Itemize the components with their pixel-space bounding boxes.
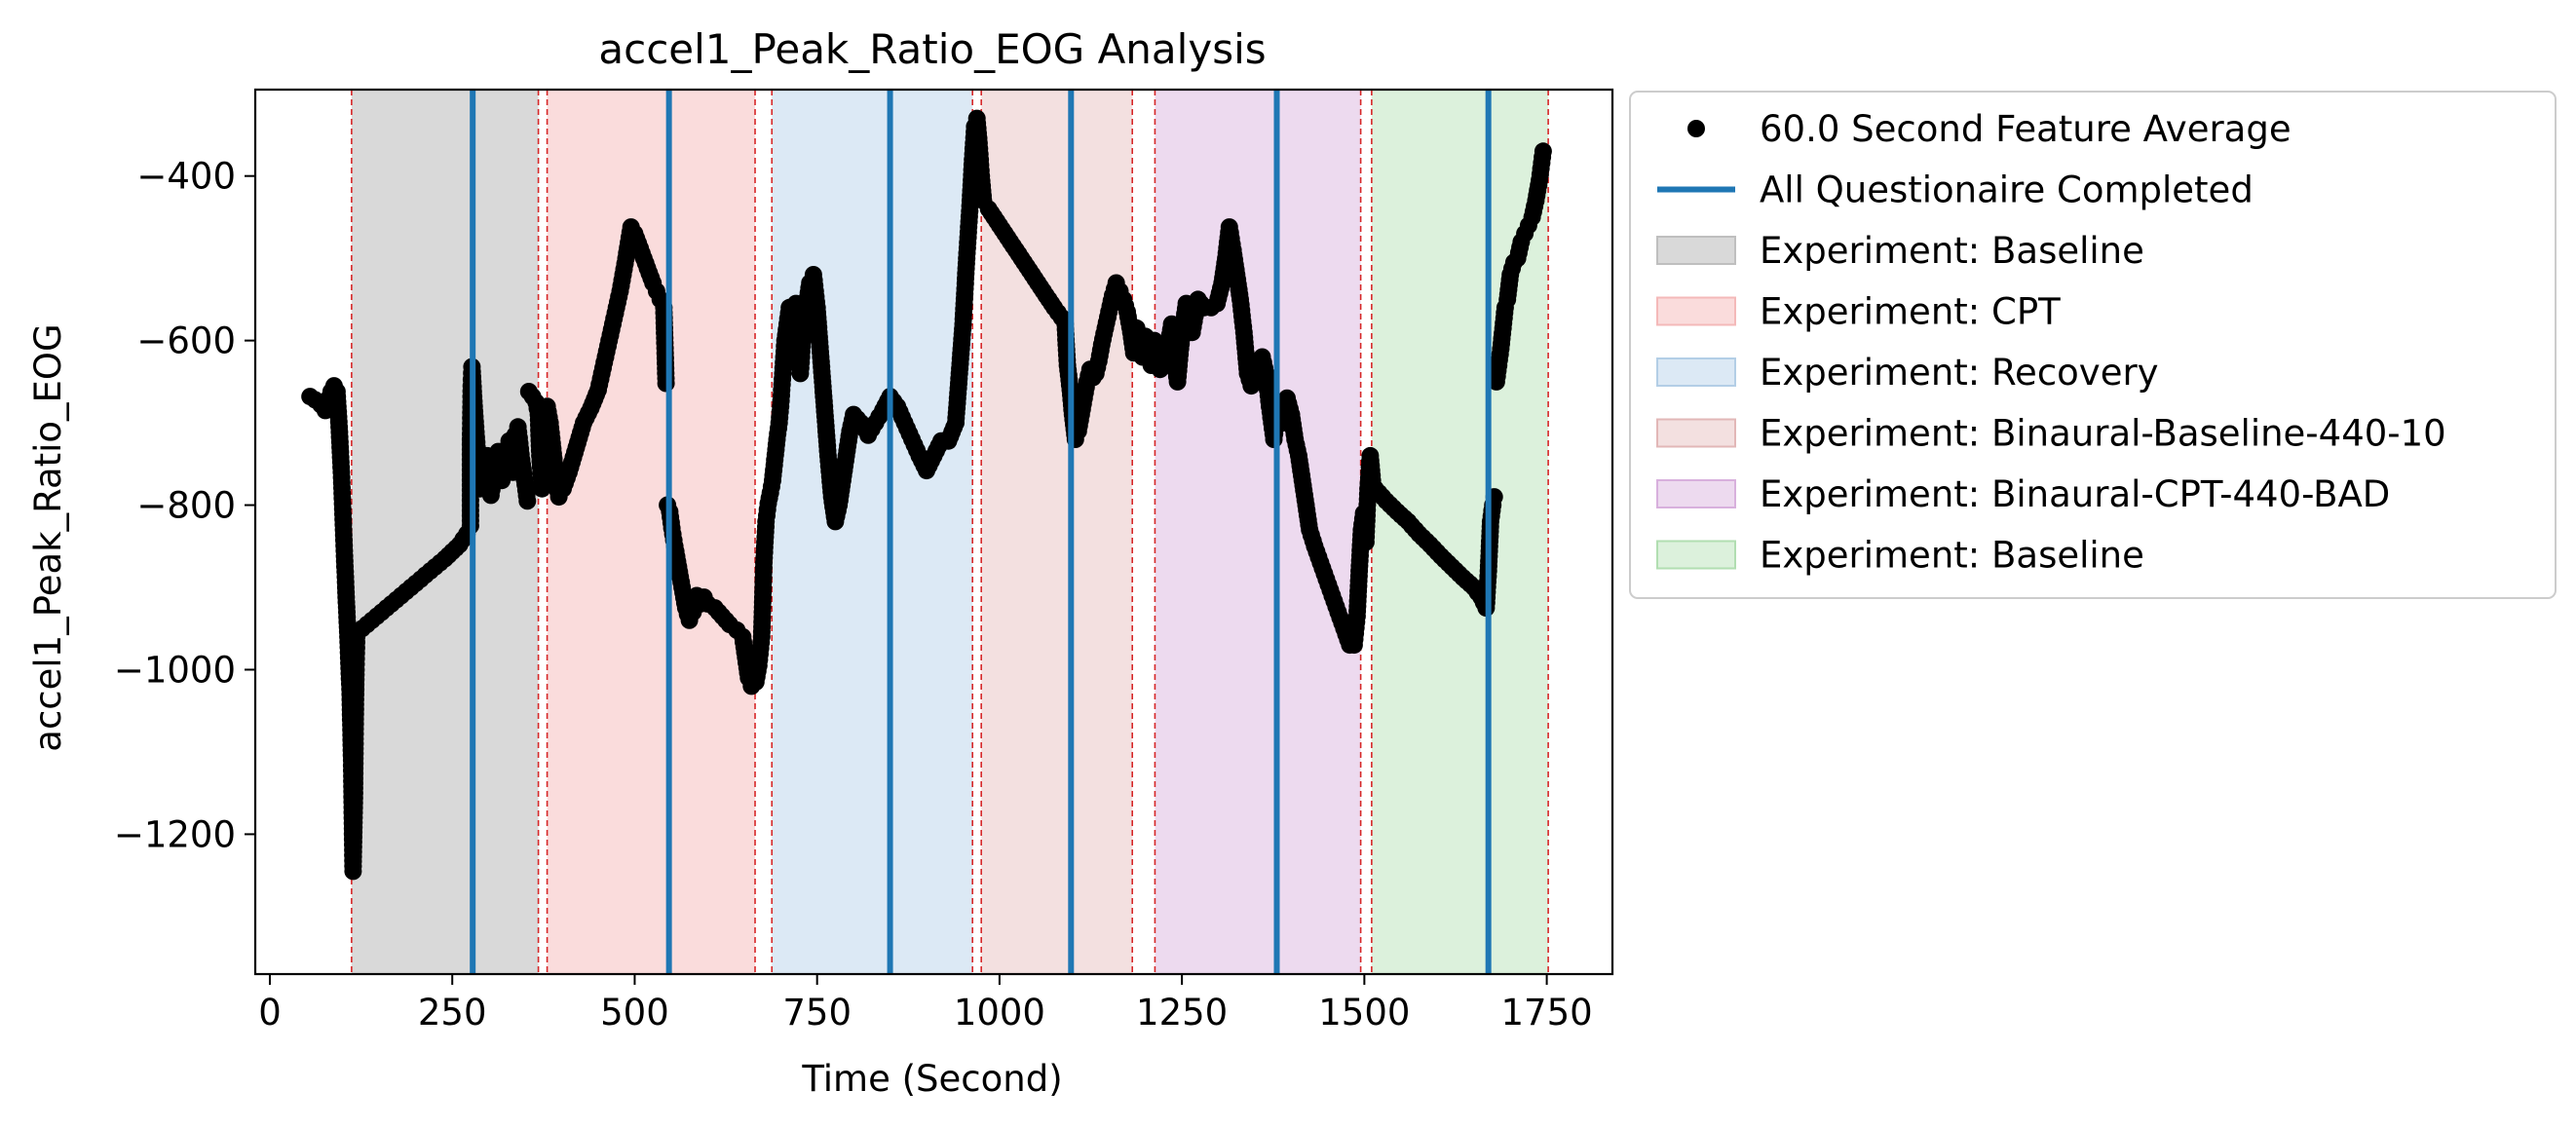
x-axis-label: Time (Second) (801, 1058, 1062, 1100)
phase-band-0 (351, 90, 539, 974)
data-point-fill (1511, 238, 1530, 256)
legend-patch-1 (1656, 296, 1736, 326)
data-point-fill (1048, 303, 1067, 321)
y-tick-label-1: −600 (136, 320, 236, 362)
data-point-fill (1105, 280, 1123, 298)
data-point-fill (974, 187, 992, 205)
data-point-fill (1363, 467, 1382, 485)
legend: 60.0 Second Feature Average All Questiona… (1629, 91, 2557, 599)
data-point-fill (1503, 259, 1521, 278)
x-tick-label-6: 1500 (1318, 992, 1410, 1034)
legend-patch-4 (1656, 479, 1736, 508)
data-point-fill (517, 486, 536, 505)
legend-patch-3 (1656, 418, 1736, 448)
y-tick-label-4: −1200 (114, 813, 236, 855)
data-point-fill (717, 611, 736, 629)
plot-frame (253, 88, 1614, 976)
x-tick-label-2: 500 (600, 992, 669, 1034)
legend-label-phase-2: Experiment: Recovery (1760, 352, 2159, 394)
y-tick-label-2: −800 (136, 485, 236, 527)
legend-box (1629, 91, 2557, 599)
plot-area (301, 90, 1552, 974)
phase-band-1 (547, 90, 756, 974)
legend-patch-0 (1656, 236, 1736, 265)
x-tick-label-7: 1750 (1501, 992, 1593, 1034)
x-tick-label-0: 0 (258, 992, 282, 1034)
legend-label-phase-4: Experiment: Binaural-CPT-440-BAD (1760, 473, 2390, 515)
data-point-fill (1534, 148, 1552, 167)
legend-patch-5 (1656, 540, 1736, 570)
data-point-fill (929, 436, 948, 455)
y-tick-label-3: −1000 (114, 649, 236, 691)
legend-label-phase-5: Experiment: Baseline (1760, 535, 2144, 577)
data-point-fill (454, 530, 473, 548)
legend-label-phase-3: Experiment: Binaural-Baseline-440-10 (1760, 413, 2446, 455)
y-axis-label: accel1_Peak_Ratio_EOG (27, 323, 69, 751)
data-point-fill (657, 369, 675, 388)
legend-patch-2 (1656, 357, 1736, 387)
legend-marker-points (1687, 120, 1705, 137)
chart-title: accel1_Peak_Ratio_EOG Analysis (598, 25, 1266, 73)
x-tick-label-5: 1250 (1136, 992, 1228, 1034)
phase-band-2 (772, 90, 973, 974)
x-tick-label-4: 1000 (954, 992, 1045, 1034)
axes: 0 250 500 750 1000 1250 1500 1750 −400 −600 −800 −1… (114, 88, 1614, 1034)
y-tick-label-0: −400 (136, 156, 236, 198)
data-point-fill (1496, 304, 1514, 322)
legend-label-phase-0: Experiment: Baseline (1760, 230, 2144, 272)
legend-label-questionnaire: All Questionaire Completed (1760, 169, 2254, 211)
phase-band-4 (1155, 90, 1361, 974)
x-tick-label-1: 250 (418, 992, 487, 1034)
data-point-fill (686, 592, 704, 611)
data-point-fill (642, 269, 661, 287)
data-point-fill (348, 633, 365, 652)
legend-label-phase-1: Experiment: CPT (1760, 291, 2061, 333)
data-point-fill (1192, 294, 1210, 313)
legend-label-points: 60.0 Second Feature Average (1760, 108, 2292, 150)
x-tick-label-3: 750 (782, 992, 852, 1034)
